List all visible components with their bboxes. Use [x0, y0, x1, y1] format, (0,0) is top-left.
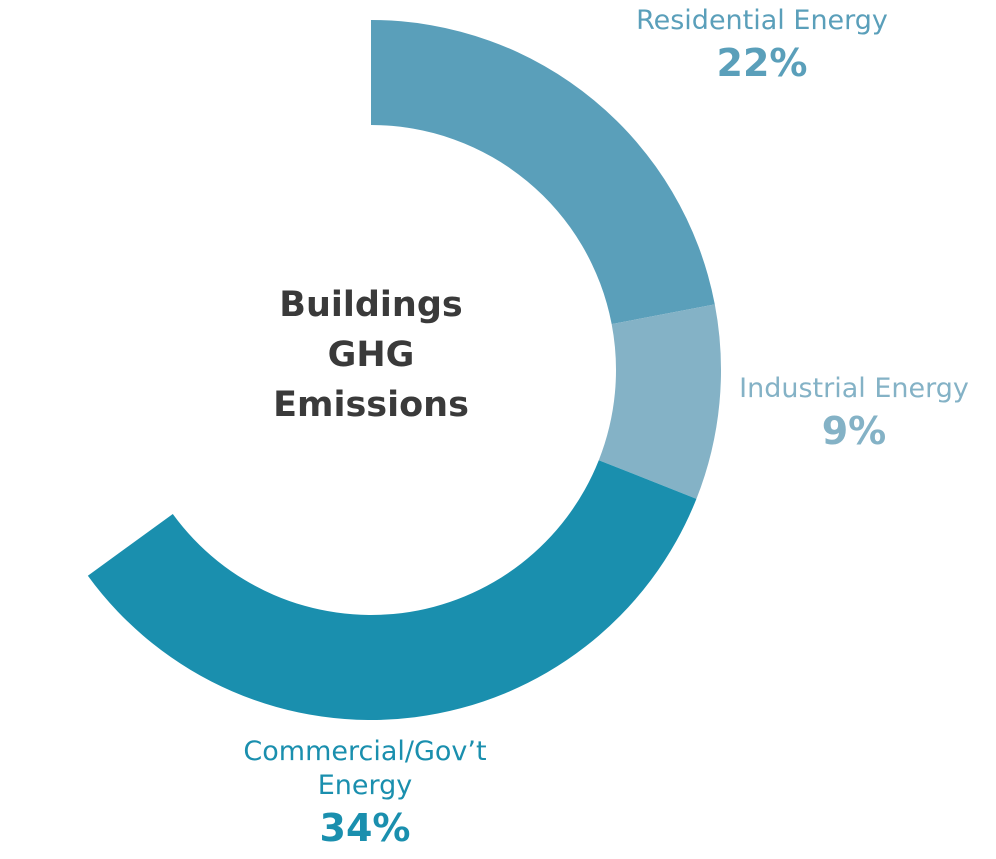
donut-segment	[87, 460, 697, 721]
segment-label: Commercial/Gov’t Energy	[243, 736, 487, 801]
donut-segment	[598, 304, 721, 499]
value-label: 9%	[821, 409, 887, 453]
donut-segment	[371, 20, 715, 325]
value-label: 22%	[716, 41, 808, 85]
segment-label: Residential Energy	[636, 5, 888, 36]
chart-title: Buildings GHG Emissions	[273, 285, 469, 425]
value-label: 34%	[319, 806, 411, 850]
segment-label: Industrial Energy	[739, 373, 969, 404]
